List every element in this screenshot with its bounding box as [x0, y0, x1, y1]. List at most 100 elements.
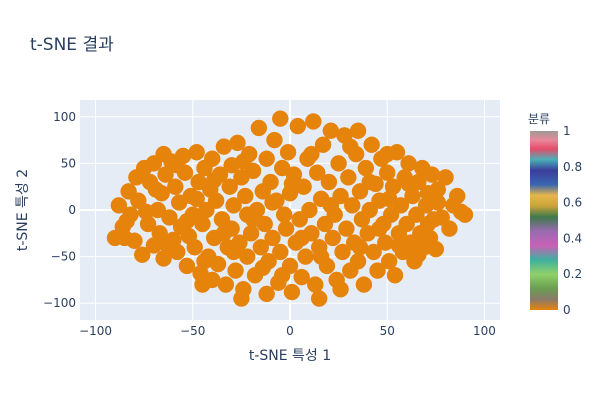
data-point — [273, 267, 291, 284]
colorbar — [530, 131, 558, 310]
data-point — [293, 229, 310, 247]
data-point — [178, 257, 196, 275]
data-point — [237, 187, 254, 205]
data-point — [264, 229, 281, 247]
data-point — [310, 290, 328, 307]
data-point — [186, 239, 203, 256]
data-point — [289, 117, 307, 135]
colorbar-ticks: 0 0.2 0.4 0.6 0.8 1 — [563, 124, 582, 317]
data-point — [275, 206, 293, 223]
data-point — [357, 159, 375, 177]
data-point — [254, 259, 272, 277]
data-point — [209, 255, 227, 273]
data-point — [196, 253, 213, 270]
data-point — [244, 211, 262, 228]
data-point — [293, 268, 310, 286]
data-point — [266, 131, 283, 149]
y-tick-label: −100 — [43, 296, 76, 310]
colorbar-tick-label: 1 — [563, 124, 571, 138]
data-point — [423, 166, 441, 183]
data-point — [349, 122, 367, 140]
data-point — [203, 150, 221, 167]
data-point — [448, 187, 466, 205]
data-point — [258, 285, 275, 303]
y-tick-label: 0 — [68, 203, 76, 217]
data-point — [151, 225, 168, 242]
data-point — [137, 203, 155, 221]
data-point — [207, 192, 225, 209]
data-point — [215, 225, 233, 242]
x-tick-label: 50 — [380, 324, 395, 338]
data-point — [320, 173, 338, 191]
data-point — [235, 153, 252, 170]
data-point — [233, 290, 250, 307]
x-tick-label: 100 — [473, 324, 496, 338]
y-tick-label: −50 — [51, 250, 76, 264]
data-point — [262, 173, 279, 191]
data-point — [194, 215, 211, 233]
x-axis-ticks: −100 −50 0 50 100 — [79, 324, 496, 338]
x-axis-label: t-SNE 특성 1 — [249, 348, 331, 364]
x-tick-label: −50 — [180, 324, 205, 338]
data-point — [297, 248, 314, 265]
data-point — [277, 220, 295, 237]
data-point — [264, 194, 281, 211]
data-point — [343, 197, 361, 214]
data-point — [380, 190, 398, 208]
data-point — [110, 197, 128, 214]
data-point — [303, 145, 320, 163]
data-point — [312, 248, 330, 265]
data-point — [147, 181, 165, 198]
data-point — [349, 253, 367, 270]
data-point — [437, 169, 454, 186]
data-point — [308, 164, 326, 181]
data-point — [178, 212, 196, 230]
y-tick-label: 50 — [61, 156, 76, 170]
data-point — [258, 150, 275, 167]
data-point — [229, 134, 246, 152]
data-point — [133, 246, 151, 263]
data-point — [380, 253, 398, 270]
data-point — [225, 243, 242, 261]
data-point — [334, 243, 351, 261]
data-point — [188, 190, 205, 208]
data-point — [377, 234, 394, 251]
data-point — [378, 145, 396, 163]
data-points — [106, 110, 474, 307]
data-point — [301, 201, 318, 219]
data-point — [188, 143, 205, 161]
data-point — [114, 218, 132, 236]
data-point — [272, 110, 289, 127]
data-point — [128, 169, 145, 186]
data-point — [419, 215, 437, 233]
data-point — [324, 229, 342, 247]
data-point — [283, 175, 301, 193]
x-tick-label: 0 — [286, 324, 294, 338]
data-point — [307, 276, 324, 293]
data-point — [225, 197, 242, 214]
data-point — [363, 136, 380, 153]
y-tick-label: 100 — [53, 110, 76, 124]
data-point — [361, 173, 378, 191]
data-point — [355, 276, 373, 293]
data-point — [155, 145, 172, 163]
y-axis-ticks: −100 −50 0 50 100 — [43, 110, 76, 310]
y-axis-label: t-SNE 특성 2 — [15, 169, 31, 251]
chart-title: t-SNE 결과 — [30, 35, 114, 55]
data-point — [332, 280, 349, 298]
data-point — [279, 143, 297, 161]
data-point — [441, 220, 458, 237]
colorbar-tick-label: 0.6 — [563, 196, 582, 210]
data-point — [342, 138, 359, 155]
data-point — [400, 175, 417, 193]
data-point — [386, 267, 404, 284]
data-point — [159, 237, 176, 254]
data-point — [194, 276, 211, 293]
data-point — [369, 262, 386, 279]
data-point — [371, 220, 388, 237]
data-point — [227, 262, 244, 279]
data-point — [161, 209, 178, 226]
data-point — [390, 237, 408, 254]
data-point — [427, 240, 445, 258]
